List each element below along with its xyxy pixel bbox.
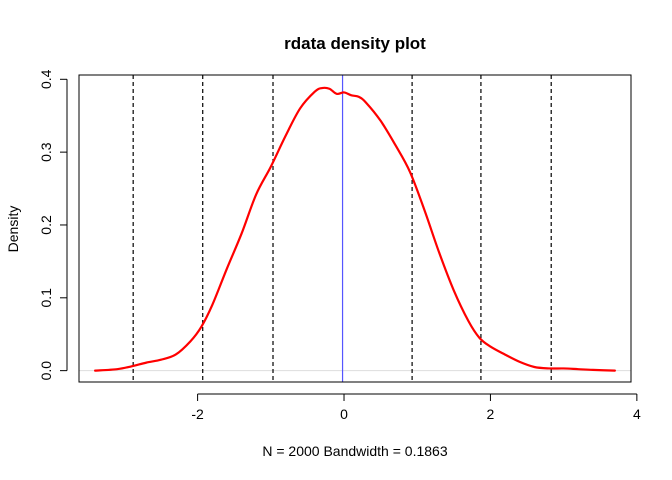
y-tick-label: 0.2: [38, 215, 54, 235]
y-tick-label: 0.1: [38, 288, 54, 308]
x-tick-label: 4: [633, 406, 641, 422]
x-tick-label: 0: [340, 406, 348, 422]
x-axis-label: N = 2000 Bandwidth = 0.1863: [262, 443, 447, 459]
x-tick-label: -2: [191, 406, 204, 422]
y-tick-label: 0.3: [38, 142, 54, 162]
y-axis-label: Density: [5, 206, 21, 253]
axes-layer: -2 0 2 4 0.0 0.1 0.2 0.3 0.4: [38, 69, 641, 422]
chart-title: rdata density plot: [284, 34, 426, 53]
reference-lines-layer: [132, 75, 552, 382]
x-tick-label: 2: [487, 406, 495, 422]
plot-frame: [78, 74, 632, 383]
density-curve: [94, 86, 616, 372]
series-layer: [94, 86, 616, 372]
y-tick-label: 0.4: [38, 69, 54, 89]
y-tick-label: 0.0: [38, 361, 54, 381]
